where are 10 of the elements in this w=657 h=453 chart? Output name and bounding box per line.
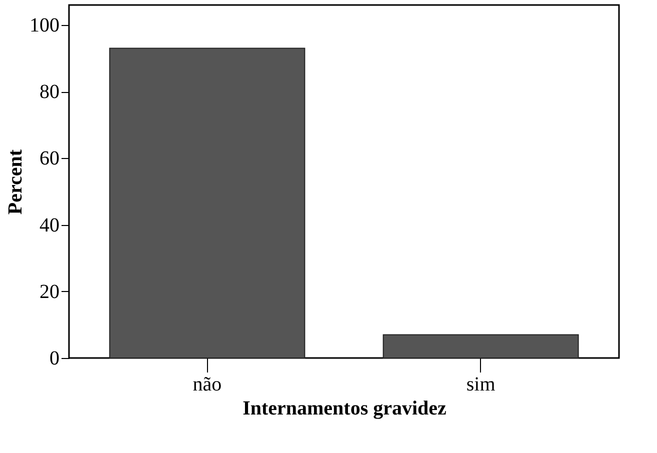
x-axis-title: Internamentos gravidez bbox=[242, 398, 447, 420]
x-tick-label: sim bbox=[466, 374, 496, 396]
y-tick-label: 40 bbox=[40, 214, 60, 236]
y-tick-label: 60 bbox=[40, 148, 60, 170]
x-tick-label: não bbox=[192, 374, 222, 396]
y-tick-label: 20 bbox=[40, 280, 60, 303]
y-tick-label: 100 bbox=[30, 14, 60, 36]
y-axis-title: Percent bbox=[4, 149, 26, 215]
y-tick-label: 80 bbox=[40, 81, 60, 104]
y-tick-label: 0 bbox=[50, 348, 60, 370]
